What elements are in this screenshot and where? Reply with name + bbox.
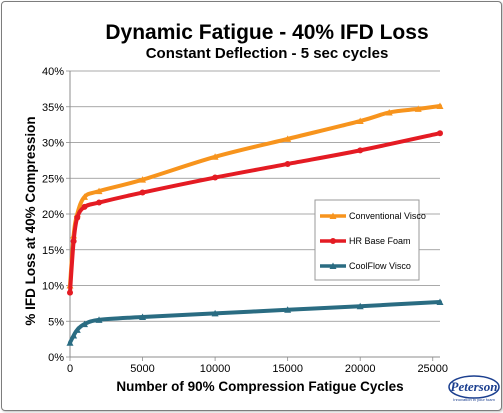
series-hr-base-foam — [67, 130, 443, 296]
series-coolflow-visco — [66, 298, 444, 346]
data-point-coolflow-visco — [95, 316, 103, 323]
data-point-coolflow-visco — [356, 302, 364, 310]
data-point-conventional-visco — [436, 102, 444, 110]
legend-marker-coolflow-visco — [329, 262, 337, 269]
data-point-conventional-visco — [356, 117, 364, 125]
data-point-hr-base-foam — [284, 160, 291, 167]
data-point-coolflow-visco — [211, 309, 219, 317]
y-tick-label: 10% — [42, 281, 64, 293]
legend-label-conventional-visco: Conventional Visco — [349, 211, 426, 221]
y-axis-label: % IFD Loss at 40% Compression — [23, 116, 38, 325]
chart-title: Dynamic Fatigue - 40% IFD Loss — [105, 21, 428, 44]
data-point-conventional-visco — [211, 153, 219, 160]
data-point-hr-base-foam — [437, 130, 443, 137]
logo-ellipse — [448, 375, 500, 399]
x-tick-labels: 0 5000 10000 15000 20000 25000 — [67, 363, 448, 375]
data-point-conventional-visco — [414, 105, 422, 112]
series-group — [66, 102, 444, 346]
y-tick-label: 35% — [42, 102, 64, 114]
x-tick-label: 25000 — [417, 363, 448, 375]
data-point-hr-base-foam — [70, 238, 77, 245]
data-point-coolflow-visco — [284, 306, 292, 313]
data-point-coolflow-visco — [70, 332, 78, 339]
data-point-conventional-visco — [284, 135, 292, 142]
y-tick-label: 0% — [48, 352, 64, 364]
data-point-hr-base-foam — [81, 203, 88, 210]
y-tick-label: 20% — [42, 209, 64, 221]
data-point-coolflow-visco — [81, 320, 89, 328]
data-point-hr-base-foam — [212, 174, 219, 181]
data-point-conventional-visco — [81, 193, 89, 200]
gridlines — [70, 70, 440, 322]
y-tick-label: 15% — [42, 245, 64, 257]
x-tick-label: 10000 — [200, 363, 231, 375]
legend-marker-hr-base-foam — [330, 238, 336, 244]
x-tick-label: 15000 — [272, 363, 303, 375]
data-point-coolflow-visco — [73, 326, 81, 333]
legend-marker-conventional-visco — [329, 212, 337, 219]
data-point-coolflow-visco — [436, 298, 444, 305]
data-point-conventional-visco — [385, 108, 393, 116]
legend: Conventional Visco HR Base Foam CoolFlow V… — [314, 199, 426, 281]
data-point-hr-base-foam — [357, 147, 364, 154]
legend-label-hr-base-foam: HR Base Foam — [349, 236, 411, 246]
x-tick-label: 5000 — [130, 363, 154, 375]
y-tick-label: 5% — [48, 316, 64, 328]
logo-text: Peterson — [451, 379, 498, 394]
data-point-hr-base-foam — [74, 214, 81, 221]
x-axis-label: Number of 90% Compression Fatigue Cycles — [116, 379, 403, 394]
series-line-hr-base-foam — [68, 131, 442, 295]
data-point-conventional-visco — [139, 176, 147, 183]
x-tick-label: 0 — [67, 363, 73, 375]
y-tick-label: 40% — [42, 66, 64, 78]
chart-subtitle: Constant Deflection - 5 sec cycles — [146, 45, 389, 62]
data-point-conventional-visco — [95, 187, 103, 195]
data-point-hr-base-foam — [67, 289, 73, 296]
y-tick-label: 30% — [42, 138, 64, 150]
series-line-coolflow-visco — [68, 299, 442, 345]
logo-tagline: Innovation in your foam — [453, 397, 495, 402]
axes — [66, 70, 440, 361]
data-point-hr-base-foam — [96, 199, 103, 206]
data-point-coolflow-visco — [139, 313, 147, 320]
data-point-hr-base-foam — [139, 189, 146, 196]
logo: Peterson Innovation in your foam — [448, 375, 500, 402]
y-tick-label: 25% — [42, 173, 64, 185]
legend-label-coolflow-visco: CoolFlow Visco — [349, 261, 411, 271]
x-tick-label: 20000 — [345, 363, 376, 375]
y-tick-labels: 0% 5% 10% 15% 20% 25% 30% 35% 40% — [42, 66, 64, 364]
data-point-coolflow-visco — [66, 339, 74, 346]
